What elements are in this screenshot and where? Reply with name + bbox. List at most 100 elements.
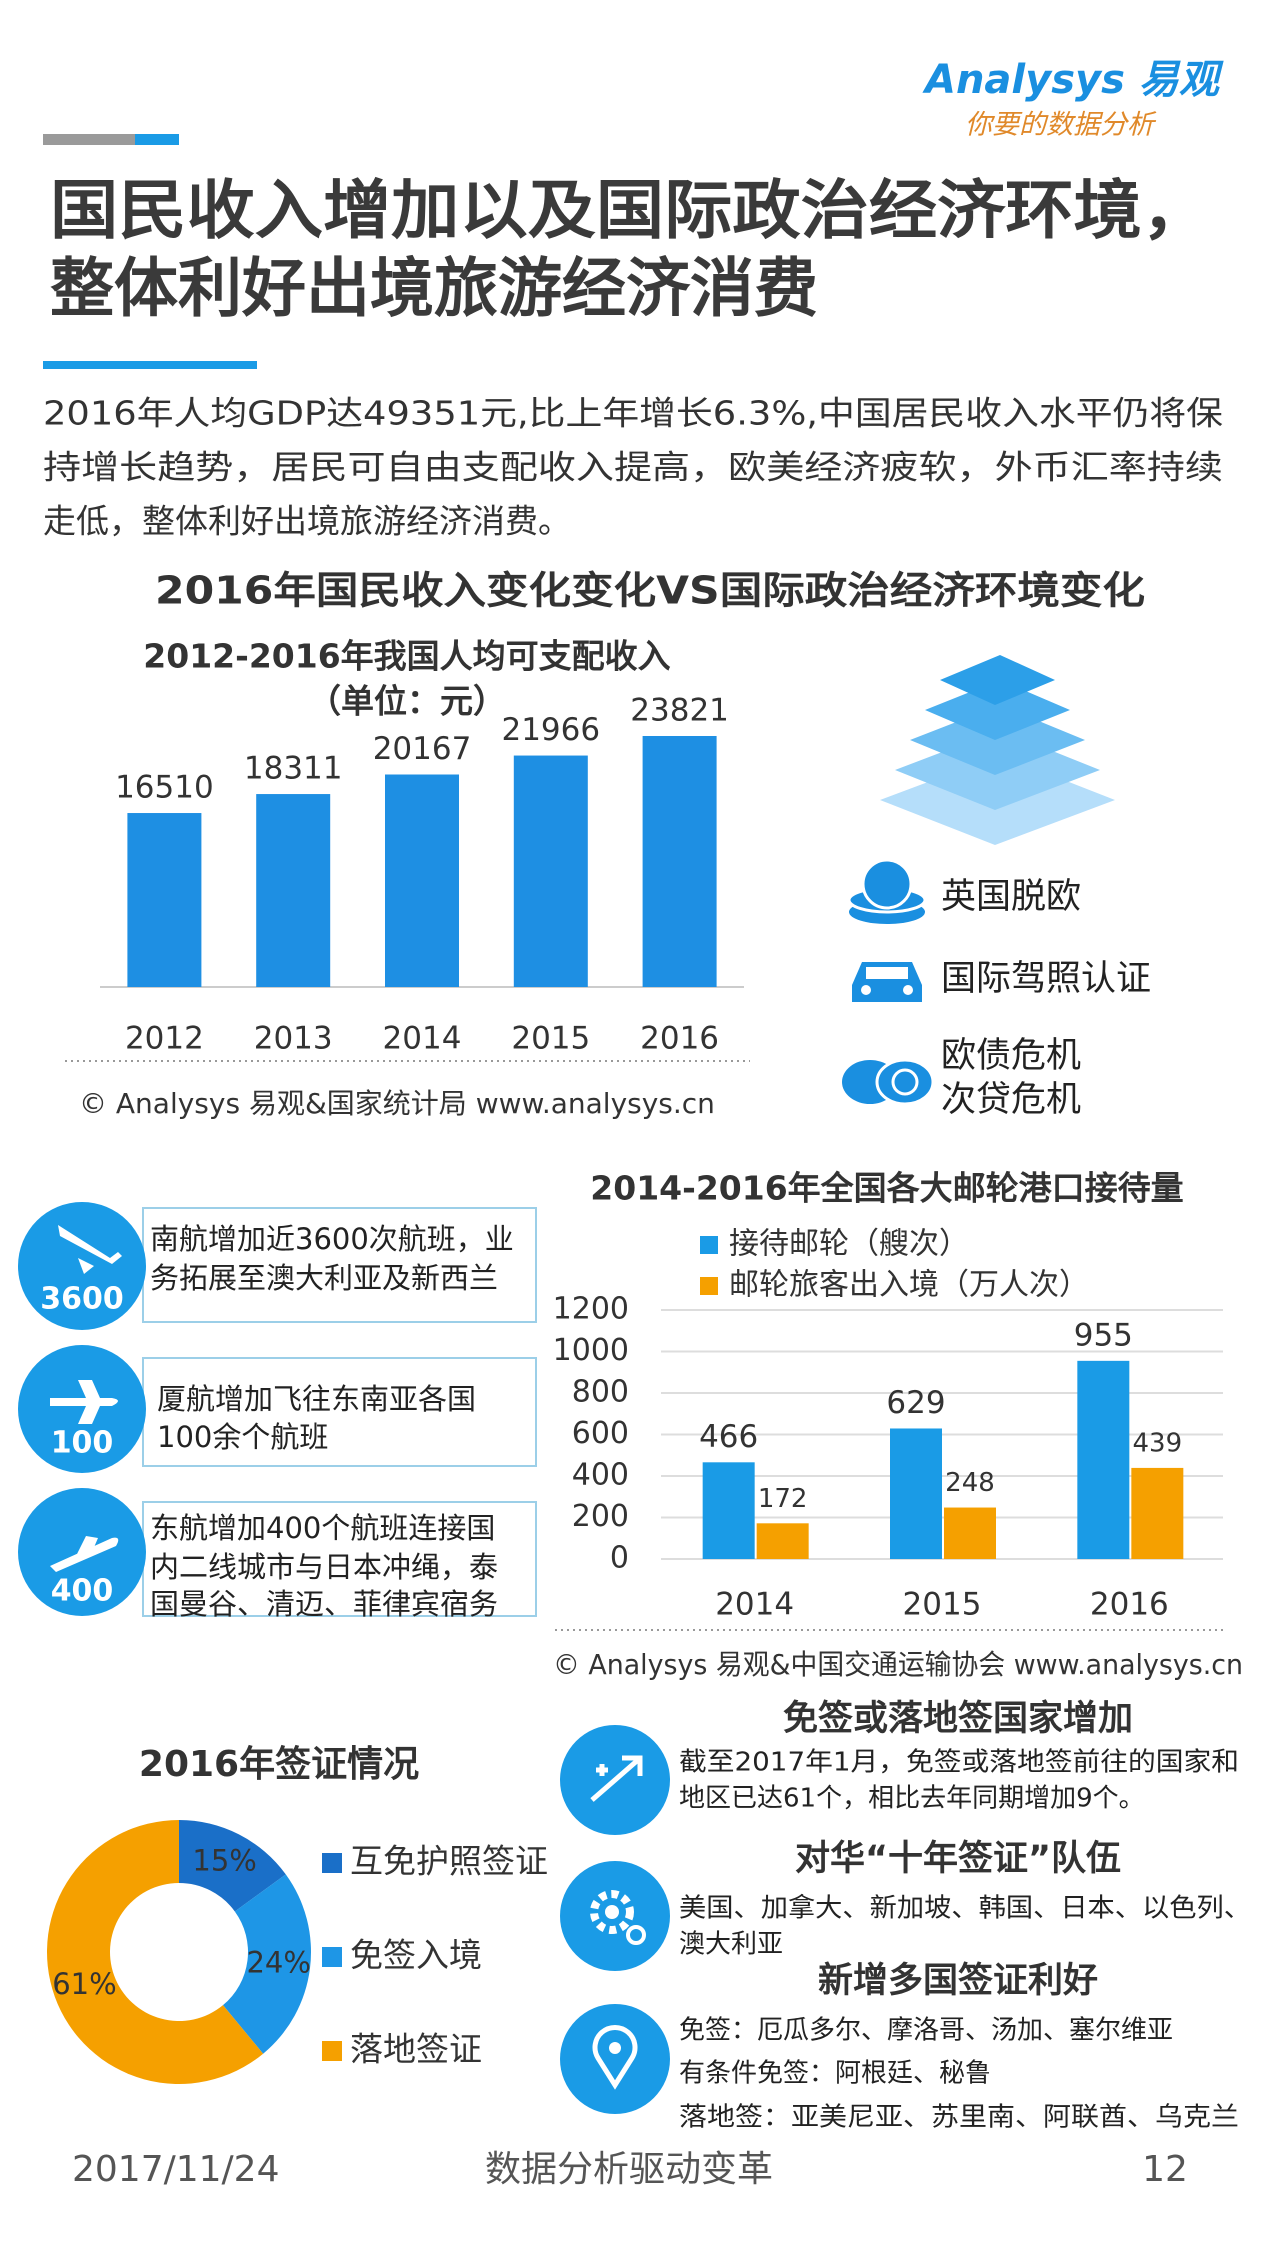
- bar: [385, 774, 459, 987]
- visa-icon-glyph: [590, 1755, 643, 1802]
- airline-text: 东航增加400个航班连接国: [150, 1511, 495, 1545]
- bag: [875, 1058, 935, 1106]
- value-label: 18311: [244, 751, 343, 787]
- value-label: 172: [758, 1484, 808, 1514]
- legend-swatch: [322, 1947, 342, 1967]
- bar: [702, 1462, 755, 1559]
- airline-text: 务拓展至澳大利亚及新西兰: [150, 1261, 498, 1295]
- intro-line: 持增长趋势，居民可自由支配收入提高，欧美经济疲软，外币汇率持续: [43, 448, 1223, 487]
- y-tick-label: 0: [610, 1541, 629, 1576]
- title-line: 整体利好出境旅游经济消费: [50, 253, 818, 327]
- chart-title: 2012-2016年我国人均可支配收入: [143, 637, 670, 676]
- badge-circle: [18, 1345, 146, 1473]
- airline-text: 内二线城市与日本冲绳，泰: [150, 1550, 498, 1584]
- intro-line: 2016年人均GDP达49351元,比上年增长6.3%,中国居民收入水平仍将保: [43, 394, 1223, 433]
- value-label: 23821: [630, 693, 729, 729]
- bag-mark: [891, 1068, 919, 1096]
- legend-swatch: [700, 1277, 718, 1295]
- plane-icon: [58, 1225, 122, 1274]
- x-tick-label: 2015: [903, 1587, 982, 1623]
- bar: [1131, 1467, 1184, 1559]
- visa-icon-glyph: [609, 2042, 621, 2054]
- bar: [127, 813, 202, 987]
- title-line: 国民收入增加以及国际政治经济环境，: [50, 175, 1210, 249]
- risk-factor: 国际驾照认证: [941, 959, 1151, 999]
- bar: [890, 1428, 942, 1559]
- legend-label: 免签入境: [350, 1936, 482, 1975]
- visa-heading: 对华“十年签证”队伍: [795, 1839, 1121, 1879]
- visa-heading: 免签或落地签国家增加: [783, 1699, 1133, 1739]
- x-tick-label: 2014: [715, 1587, 794, 1623]
- x-tick-label: 2015: [511, 1021, 590, 1057]
- source: © Analysys 易观&国家统计局 www.analysys.cn: [79, 1087, 715, 1120]
- value-label: 466: [699, 1419, 758, 1455]
- box: [142, 1207, 537, 1323]
- logo: Analysys 易观: [922, 57, 1224, 103]
- legend-swatch: [322, 2041, 342, 2061]
- airline-box: 400 东航增加400个航班连接国 内二线城市与日本冲绳，泰 国曼谷、清迈、菲律…: [18, 1488, 537, 1621]
- pyramid-icon: [880, 655, 1115, 845]
- plane-icon: [50, 1380, 118, 1424]
- value-label: 439: [1133, 1428, 1183, 1458]
- airline-text: 国曼谷、清迈、菲律宾宿务: [150, 1587, 498, 1621]
- visa-news: 免签或落地签国家增加 截至2017年1月，免签或落地签前往的国家和 地区已达61…: [560, 1699, 1251, 2133]
- bar: [944, 1507, 996, 1559]
- coins-icon: [847, 858, 927, 924]
- value-label: 16510: [115, 770, 214, 806]
- footer-page: 12: [1142, 2149, 1188, 2190]
- y-tick-label: 1200: [553, 1292, 629, 1327]
- value-label: 629: [886, 1385, 945, 1421]
- pyramid-layer: [910, 705, 1085, 775]
- money-bag-icon: [842, 1058, 935, 1106]
- intro-line: 走低，整体利好出境旅游经济消费。: [43, 502, 571, 541]
- footer-date: 2017/11/24: [72, 2149, 280, 2190]
- value-label: 248: [945, 1468, 995, 1498]
- visa-icon-glyph: [605, 1905, 619, 1919]
- visa-icon-glyph: [626, 1925, 646, 1945]
- bar: [642, 736, 717, 987]
- donut-segment: [222, 1874, 311, 2054]
- donut-segment: [47, 1820, 264, 2084]
- visa-icon-glyph: [590, 1890, 634, 1934]
- y-tick-label: 600: [572, 1416, 629, 1451]
- badge-number: 400: [51, 1574, 114, 1609]
- airline-text: 100余个航班: [157, 1420, 328, 1454]
- bar: [1077, 1360, 1130, 1559]
- y-tick-label: 1000: [553, 1333, 629, 1368]
- value-label: 24%: [246, 1946, 310, 1980]
- x-tick-label: 2016: [640, 1021, 719, 1057]
- visa-icon-glyph: [592, 2025, 638, 2090]
- donut-segment: [179, 1820, 286, 1912]
- x-tick-label: 2016: [1090, 1587, 1169, 1623]
- x-tick-label: 2014: [383, 1021, 462, 1057]
- pyramid-layer: [940, 655, 1055, 705]
- visa-text: 澳大利亚: [679, 1930, 783, 1960]
- value-label: 15%: [192, 1843, 256, 1877]
- deco-bar: [43, 134, 135, 145]
- logo-slogan: 你要的数据分析: [965, 110, 1157, 141]
- bar: [756, 1523, 809, 1559]
- airline-text: 厦航增加飞往东南亚各国: [157, 1382, 476, 1416]
- value-label: 61%: [52, 1967, 116, 2001]
- footer-slogan: 数据分析驱动变革: [485, 2149, 773, 2190]
- visa-text: 截至2017年1月，免签或落地签前往的国家和: [679, 1748, 1239, 1778]
- legend-swatch: [322, 1853, 342, 1873]
- visa-icon: [560, 2004, 670, 2114]
- airline-box: 100 厦航增加飞往东南亚各国 100余个航班: [18, 1345, 537, 1473]
- airline-text: 南航增加近3600次航班，业: [150, 1222, 514, 1256]
- value-label: 955: [1074, 1317, 1133, 1353]
- car-window: [866, 967, 908, 979]
- badge-number: 100: [51, 1426, 114, 1461]
- visa-text: 落地签：亚美尼亚、苏里南、阿联酋、乌克兰: [679, 2103, 1239, 2133]
- x-tick-label: 2012: [125, 1021, 204, 1057]
- section-title: 2016年国民收入变化变化VS国际政治经济环境变化: [155, 569, 1145, 613]
- badge-number: 3600: [40, 1282, 124, 1317]
- box: [142, 1357, 537, 1467]
- bar: [513, 755, 588, 987]
- value-label: 20167: [373, 731, 472, 767]
- pyramid-layer: [925, 680, 1070, 740]
- deco-bar: [135, 134, 179, 145]
- visa-text: 美国、加拿大、新加坡、韩国、日本、以色列、: [679, 1894, 1251, 1924]
- visa-text: 有条件免签：阿根廷、秘鲁: [679, 2059, 991, 2089]
